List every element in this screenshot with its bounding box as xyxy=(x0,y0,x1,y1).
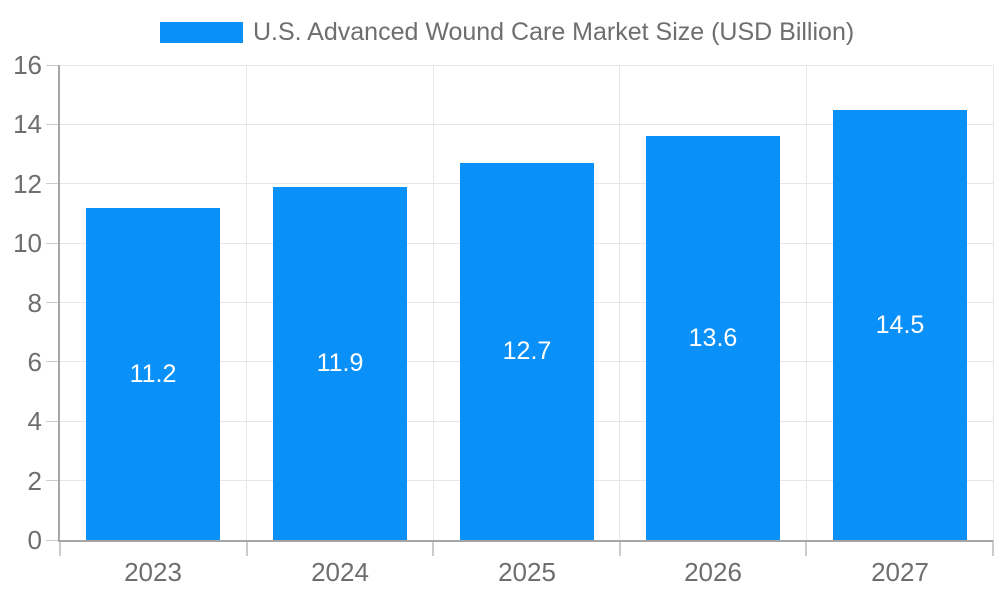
x-axis-tick-label: 2023 xyxy=(124,557,182,587)
x-tick-mark xyxy=(432,540,435,556)
y-tick-mark xyxy=(46,361,60,363)
x-tick-mark xyxy=(618,540,621,556)
x-axis-tick-label: 2025 xyxy=(498,557,556,587)
legend-label: U.S. Advanced Wound Care Market Size (US… xyxy=(253,17,855,46)
y-axis-tick-label: 10 xyxy=(13,228,42,259)
x-gridline xyxy=(619,65,621,540)
x-tick-mark xyxy=(992,540,994,556)
x-axis-tick-label: 2024 xyxy=(311,557,369,587)
x-tick-mark xyxy=(805,540,808,556)
bar-2025[interactable] xyxy=(460,162,594,540)
y-axis-tick-label: 4 xyxy=(27,406,42,437)
bar-value-label: 13.6 xyxy=(688,324,738,352)
y-tick-mark xyxy=(46,64,60,66)
bar-2024[interactable] xyxy=(273,186,407,540)
bar-2026[interactable] xyxy=(646,136,780,540)
bar-value-label: 11.2 xyxy=(129,360,177,388)
y-tick-mark xyxy=(46,123,60,125)
x-axis-tick-label: 2026 xyxy=(684,557,742,587)
y-gridline xyxy=(60,64,993,66)
x-gridline xyxy=(992,65,994,540)
y-tick-mark xyxy=(46,302,60,303)
bar-value-label: 11.9 xyxy=(316,349,364,377)
x-tick-mark xyxy=(59,540,61,556)
y-axis-tick-label: 0 xyxy=(27,525,42,555)
y-gridline xyxy=(60,123,993,125)
y-axis-line xyxy=(58,65,60,542)
x-gridline xyxy=(246,65,248,540)
bar-value-label: 12.7 xyxy=(502,337,552,365)
legend-swatch-icon xyxy=(160,21,243,43)
x-axis-tick-label: 2027 xyxy=(871,557,929,587)
y-axis-tick-label: 12 xyxy=(13,168,42,199)
bar-2027[interactable] xyxy=(833,109,967,540)
bar-2023[interactable] xyxy=(86,207,220,540)
y-axis-tick-label: 6 xyxy=(27,346,42,377)
y-axis-tick-label: 16 xyxy=(13,50,42,80)
x-axis-line xyxy=(58,540,993,542)
bar-value-label: 14.5 xyxy=(875,311,925,339)
x-gridline xyxy=(805,65,807,540)
y-axis-tick-label: 2 xyxy=(27,465,42,496)
y-tick-mark xyxy=(46,539,60,541)
y-tick-mark xyxy=(46,242,60,244)
x-tick-mark xyxy=(245,540,248,556)
y-tick-mark xyxy=(46,420,60,422)
legend-item[interactable]: U.S. Advanced Wound Care Market Size (US… xyxy=(160,15,854,49)
x-gridline xyxy=(432,65,434,540)
y-axis-tick-label: 8 xyxy=(27,287,42,318)
y-tick-mark xyxy=(46,183,60,185)
y-axis-tick-label: 14 xyxy=(13,109,42,140)
y-tick-mark xyxy=(46,480,60,482)
